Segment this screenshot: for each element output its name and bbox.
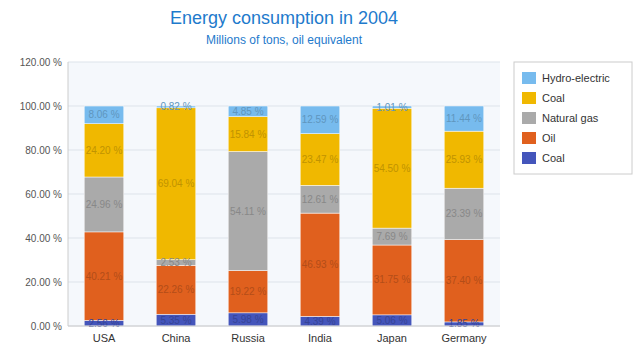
bar-segment [300,316,340,326]
data-labels: 2.56 % 5.35 % 5.98 % 4.39 % 5.06 % 1.85 % 40.2… [86,101,483,329]
bar-segment [84,232,124,320]
data-label: 4.85 % [232,106,263,117]
title: Energy consumption in 2004 [170,8,398,28]
legend-swatch [522,92,536,104]
data-label: 54.11 % [230,206,266,217]
bar-segment [156,314,196,326]
grid-line [68,150,500,151]
data-label: 5.35 % [160,315,191,326]
bar-segment [228,106,268,117]
grid-line [68,62,500,63]
data-label: 15.84 % [230,129,267,140]
data-label: 40.21 % [86,271,123,282]
data-label: 0.82 % [160,101,191,112]
data-label: 19.22 % [230,286,267,297]
data-label: 4.39 % [304,316,335,327]
subtitle: Millions of tons, oil equivalent [206,33,363,47]
grid-line [68,106,500,107]
legend: Hydro-electric Coal Natural gas Oil Coal [514,62,632,174]
legend-entry: Natural gas [542,112,599,124]
bar-segment [84,106,124,124]
bar-segment [372,108,412,228]
y-tick-label: 40.00 % [25,233,62,244]
data-label: 24.20 % [86,145,123,156]
data-label: 5.98 % [232,314,263,325]
grid-line [68,282,500,283]
bar-segment [372,315,412,326]
chart: Energy consumption in 2004 Millions of to… [0,0,640,360]
bar-segment [228,152,268,271]
data-label: 69.04 % [158,178,195,189]
bar-segment [228,271,268,313]
bar-segment [156,108,196,260]
bar-segment [84,124,124,177]
x-tick-label: USA [93,332,116,344]
legend-entry: Oil [542,132,555,144]
bar-segment [300,185,340,213]
plot-background [68,62,500,326]
y-axis-line [68,62,69,326]
y-axis: 0.00 % 20.00 % 40.00 % 60.00 % 80.00 % 100.00… [20,57,500,332]
data-label: 25.93 % [446,154,483,165]
bar-segment [444,106,484,131]
data-label: 11.44 % [446,113,482,124]
x-axis-line [68,326,500,327]
data-label: 31.75 % [374,274,411,285]
bar-segment [156,265,196,314]
data-label: 46.93 % [302,259,339,270]
bar-segment [228,313,268,326]
x-axis: USA China Russia India Japan Germany [68,62,500,344]
y-tick-label: 120.00 % [20,57,62,68]
x-tick-label: Japan [377,332,407,344]
data-label: 12.59 % [302,114,339,125]
data-label: 12.61 % [302,194,339,205]
bar-segment [300,134,340,186]
data-label: 54.50 % [374,163,411,174]
y-tick-label: 60.00 % [25,189,62,200]
bar-segment [300,213,340,316]
y-tick-label: 100.00 % [20,101,62,112]
data-label: 5.06 % [376,315,407,326]
grid-line [68,194,500,195]
x-tick-label: China [162,332,192,344]
grid-line [68,326,500,327]
legend-swatch [522,112,536,124]
bar-segment [84,177,124,232]
y-tick-label: 0.00 % [31,321,62,332]
x-tick-label: Germany [441,332,487,344]
y-tick-label: 80.00 % [25,145,62,156]
bar-segment [372,228,412,245]
bar-segment [444,188,484,239]
data-label: 37.40 % [446,275,483,286]
legend-entry: Hydro-electric [542,72,610,84]
bar-segment [300,106,340,134]
data-label: 2.56 % [88,318,119,329]
x-tick-label: India [308,332,333,344]
data-label: 23.39 % [446,208,483,219]
y-tick-label: 20.00 % [25,277,62,288]
legend-entry: Coal [542,152,565,164]
data-label: 2.53 % [160,257,191,268]
legend-box [514,62,632,174]
grid-line [68,238,500,239]
legend-swatch [522,72,536,84]
bar-segment [228,117,268,152]
data-label: 23.47 % [302,154,339,165]
bar-segment [444,131,484,188]
data-label: 22.26 % [158,284,195,295]
legend-swatch [522,152,536,164]
legend-swatch [522,132,536,144]
bar-segment [444,240,484,322]
bar-segment [372,245,412,315]
bars [84,106,484,326]
data-label: 7.69 % [376,231,407,242]
data-label: 1.01 % [376,102,407,113]
data-label: 8.06 % [88,109,119,120]
x-tick-label: Russia [231,332,266,344]
data-label: 24.96 % [86,199,123,210]
data-label: 1.85 % [448,318,479,329]
legend-entry: Coal [542,92,565,104]
